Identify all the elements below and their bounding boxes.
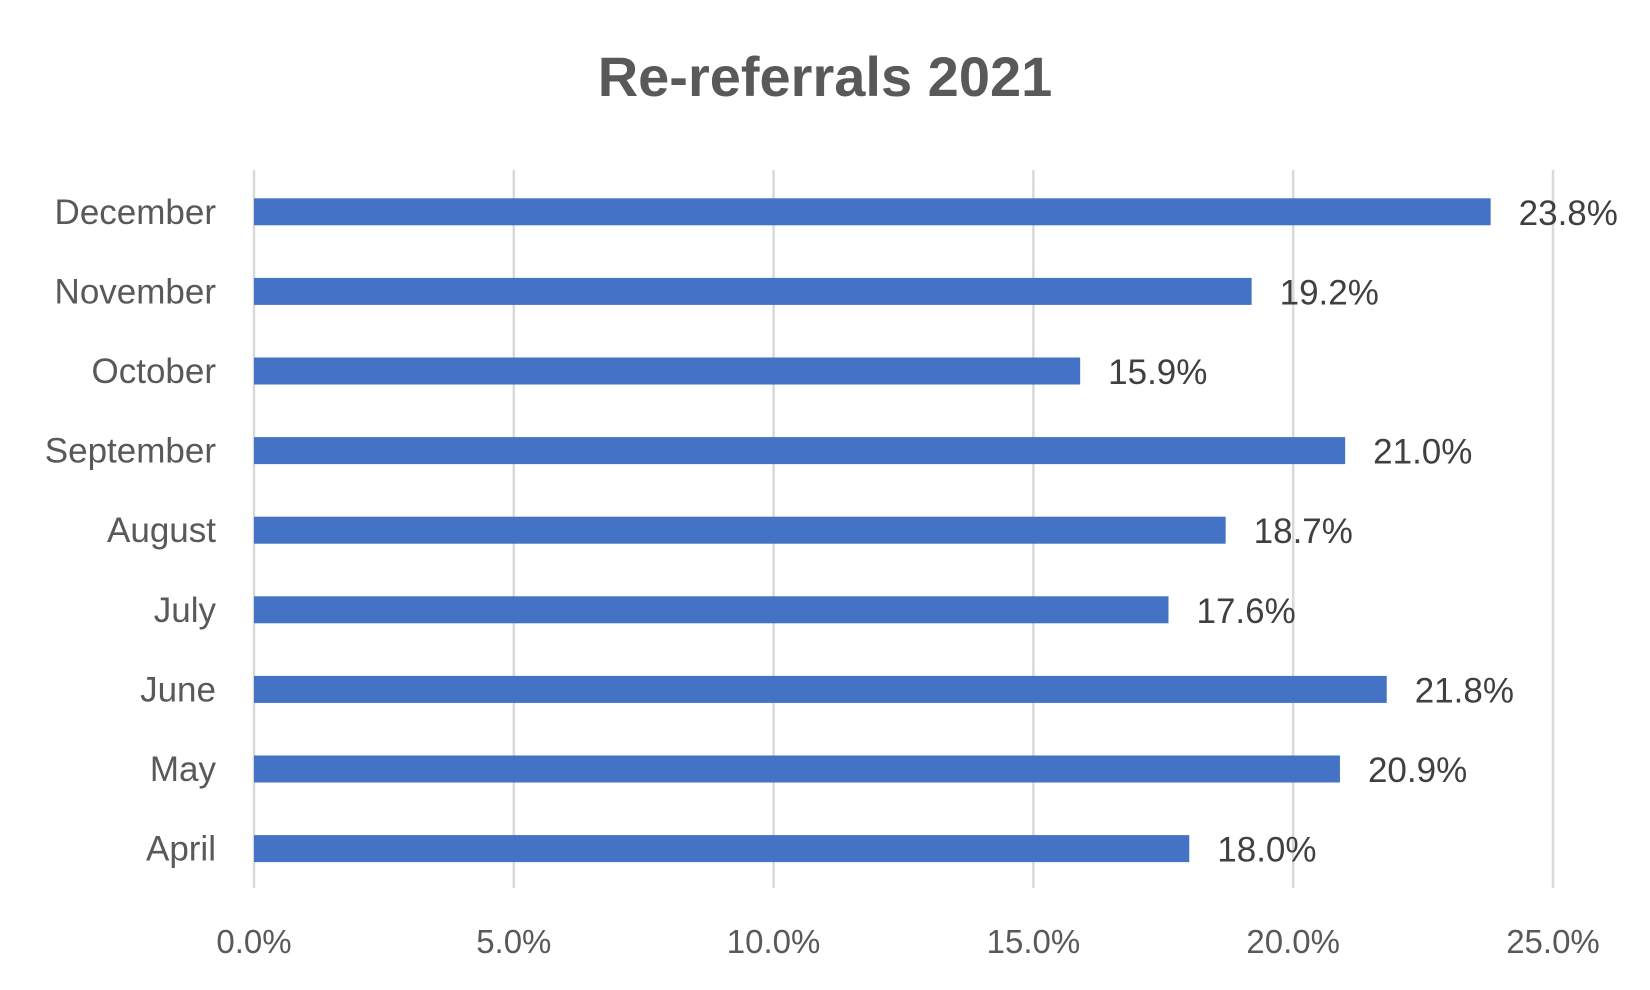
bar xyxy=(254,516,1226,544)
bar xyxy=(254,835,1190,863)
bars xyxy=(254,198,1491,863)
data-label: 21.0% xyxy=(1373,433,1472,472)
bar xyxy=(254,437,1346,465)
x-tick-label: 25.0% xyxy=(1506,923,1600,960)
category-label: July xyxy=(154,591,217,630)
data-label: 15.9% xyxy=(1108,353,1207,392)
data-label: 18.0% xyxy=(1217,831,1316,870)
bar xyxy=(254,198,1491,226)
x-tick-label: 5.0% xyxy=(476,923,551,960)
bar xyxy=(254,357,1081,385)
category-label: August xyxy=(107,511,216,550)
category-label: April xyxy=(146,830,216,869)
data-label: 21.8% xyxy=(1415,671,1514,710)
category-label: May xyxy=(150,750,217,789)
data-label: 20.9% xyxy=(1368,751,1467,790)
x-tick-label: 10.0% xyxy=(727,923,821,960)
data-label: 19.2% xyxy=(1280,273,1379,312)
category-label: September xyxy=(45,432,217,471)
category-label: November xyxy=(55,272,217,311)
data-label: 18.7% xyxy=(1254,512,1353,551)
bar xyxy=(254,675,1387,703)
category-label: October xyxy=(92,352,217,391)
x-axis-tick-labels: 0.0% 5.0% 10.0% 15.0% 20.0% 25.0% xyxy=(216,923,1599,960)
category-label: June xyxy=(140,670,216,709)
data-label: 17.6% xyxy=(1196,592,1295,631)
x-tick-label: 15.0% xyxy=(987,923,1081,960)
category-label: December xyxy=(55,193,217,232)
data-label: 23.8% xyxy=(1519,194,1618,233)
chart-title: Re-referrals 2021 xyxy=(598,45,1053,108)
category-labels: April May June July August September October No… xyxy=(45,193,217,869)
bar xyxy=(254,277,1252,305)
bar xyxy=(254,596,1169,624)
data-labels: 18.0% 20.9% 21.8% 17.6% 18.7% 21.0% 15.9% 19.2%… xyxy=(1108,194,1618,870)
x-tick-label: 20.0% xyxy=(1246,923,1340,960)
x-tick-label: 0.0% xyxy=(216,923,291,960)
bar xyxy=(254,755,1340,783)
